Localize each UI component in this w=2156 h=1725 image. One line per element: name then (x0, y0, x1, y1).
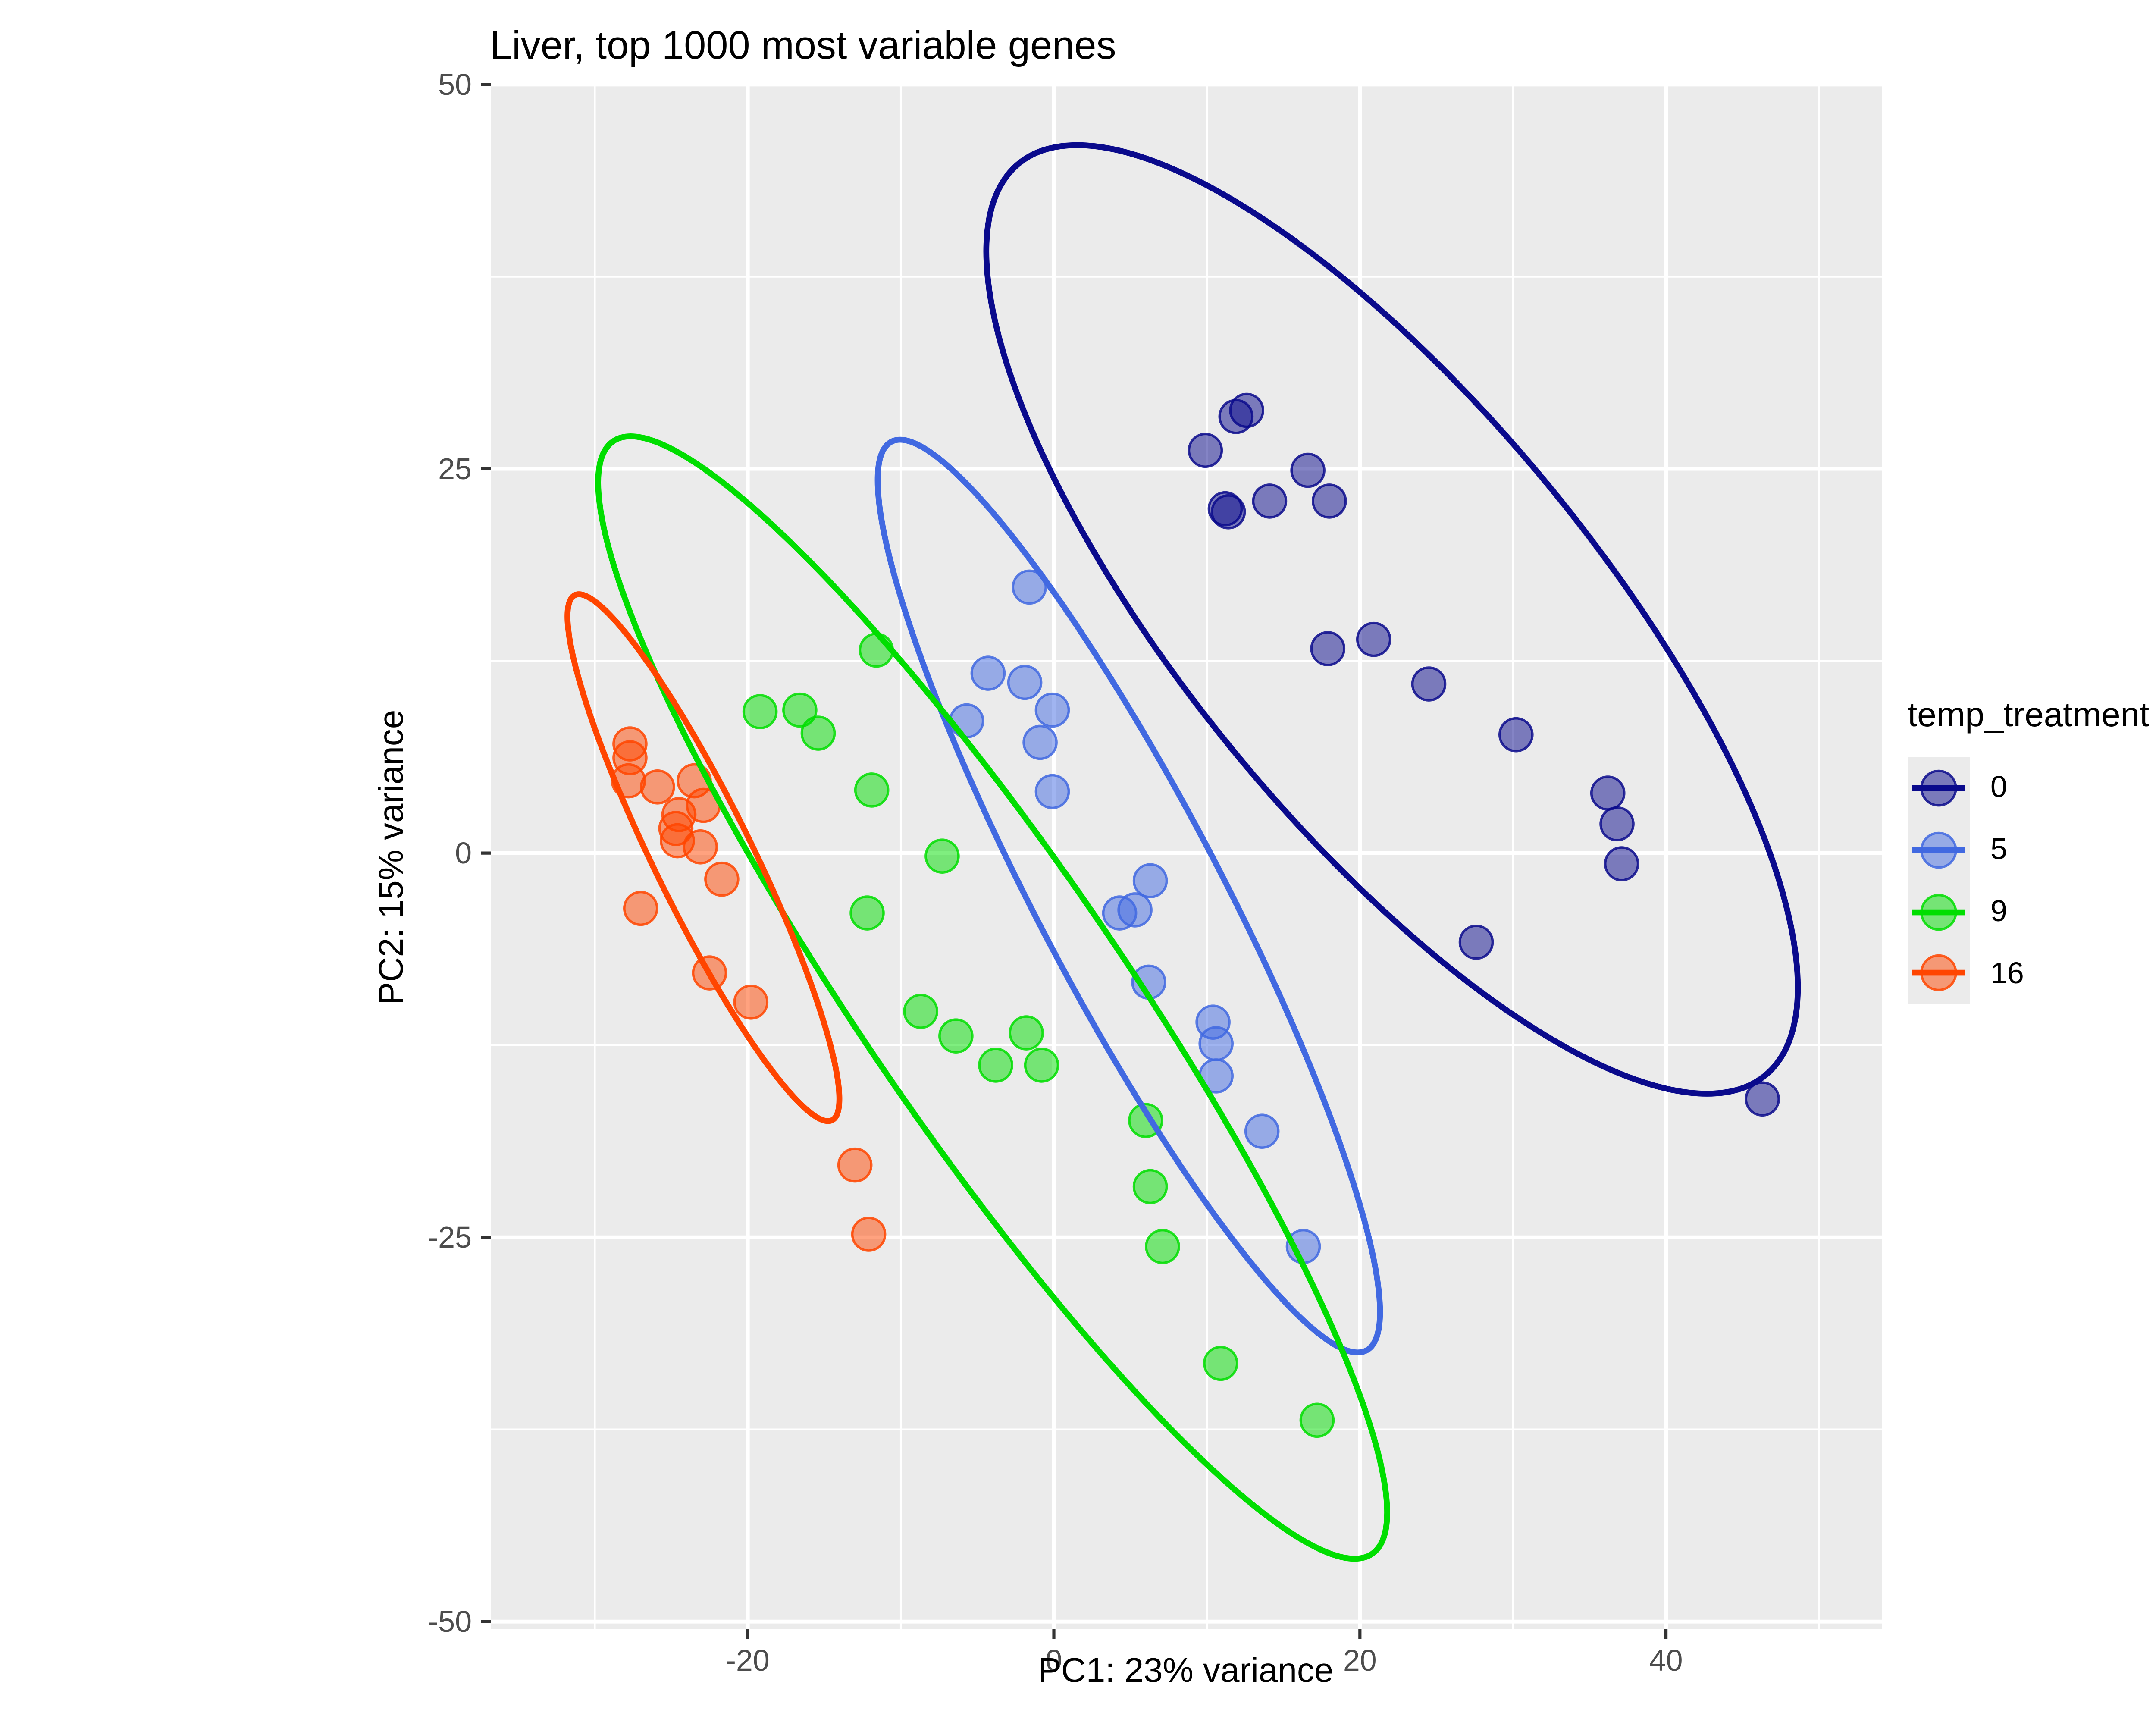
point-temp-16 (837, 1147, 873, 1183)
point-temp-16 (704, 861, 740, 897)
legend-item-9: 9 (1908, 881, 2149, 942)
point-temp-16 (640, 769, 675, 805)
point-temp-0 (1312, 483, 1347, 519)
y-tick-label: 25 (438, 452, 472, 486)
y-tick-label: 0 (455, 836, 472, 870)
point-temp-9 (854, 772, 890, 808)
y-tick-label: -50 (428, 1605, 472, 1638)
point-temp-0 (1188, 433, 1223, 468)
legend-item-label: 0 (1990, 770, 2007, 805)
point-temp-9 (849, 895, 885, 931)
point-temp-0 (1458, 925, 1494, 960)
x-tick-label: 20 (1343, 1643, 1377, 1677)
point-temp-5 (1132, 863, 1168, 899)
plot-title: Liver, top 1000 most variable genes (490, 22, 1116, 67)
point-temp-9 (782, 692, 818, 728)
point-temp-9 (1299, 1402, 1335, 1438)
point-temp-0 (1252, 483, 1288, 519)
point-temp-0 (1599, 806, 1635, 842)
legend-item-16: 16 (1908, 942, 2149, 1004)
point-temp-5 (1007, 665, 1043, 700)
point-temp-16 (683, 829, 718, 865)
point-temp-9 (1203, 1346, 1238, 1381)
legend-key-icon (1908, 819, 1970, 881)
legend-title: temp_treatment (1908, 697, 2150, 735)
y-axis-title: PC2: 15% variance (373, 709, 411, 1005)
plot-panel (491, 85, 1882, 1629)
point-temp-5 (1244, 1113, 1280, 1149)
point-temp-9 (924, 838, 960, 874)
point-temp-0 (1310, 631, 1346, 666)
y-tick-label: -25 (428, 1220, 472, 1254)
point-temp-9 (742, 694, 778, 729)
legend-key-icon (1908, 881, 1970, 942)
point-temp-16 (733, 985, 769, 1020)
legend-key-icon (1908, 942, 1970, 1004)
ellipse-temp-5 (874, 436, 1383, 1355)
point-temp-9 (978, 1048, 1013, 1083)
legend-item-label: 5 (1990, 831, 2007, 866)
ellipse-temp-0 (983, 142, 1801, 1097)
point-temp-0 (1745, 1081, 1780, 1117)
legend-item-5: 5 (1908, 819, 2149, 881)
legend: temp_treatment 0 5 9 16 (1908, 697, 2149, 1004)
point-temp-0 (1290, 452, 1326, 488)
x-tick-label: 0 (1046, 1643, 1062, 1677)
point-temp-9 (800, 715, 836, 751)
point-temp-5 (1034, 774, 1070, 809)
ellipse-temp-9 (595, 433, 1390, 1562)
point-temp-0 (1218, 399, 1254, 434)
x-axis-title: PC1: 23% variance (1038, 1653, 1334, 1690)
legend-item-label: 16 (1990, 955, 2024, 990)
x-tick-label: -20 (726, 1643, 770, 1677)
y-tick-label: 50 (438, 68, 472, 101)
point-temp-0 (1411, 666, 1447, 702)
point-temp-9 (938, 1018, 974, 1054)
point-temp-5 (970, 656, 1006, 691)
point-temp-5 (1117, 892, 1153, 928)
legend-key-icon (1908, 757, 1970, 819)
point-temp-5 (1034, 692, 1070, 728)
point-temp-5 (1198, 1026, 1234, 1061)
point-temp-9 (1145, 1229, 1180, 1264)
point-temp-9 (1009, 1015, 1044, 1051)
point-temp-9 (859, 632, 894, 668)
point-temp-16 (623, 891, 658, 926)
point-temp-9 (903, 994, 939, 1029)
ellipse-temp-16 (564, 591, 843, 1124)
legend-item-label: 9 (1990, 893, 2007, 928)
point-temp-9 (1132, 1169, 1168, 1204)
point-temp-5 (949, 703, 984, 739)
point-temp-0 (1210, 494, 1246, 530)
point-temp-0 (1604, 846, 1639, 881)
point-temp-0 (1498, 717, 1534, 753)
legend-item-0: 0 (1908, 757, 2149, 819)
point-temp-9 (1024, 1048, 1059, 1083)
legend-items: 0 5 9 16 (1908, 757, 2149, 1004)
point-temp-0 (1356, 621, 1391, 657)
point-temp-16 (851, 1217, 887, 1252)
x-tick-label: 40 (1649, 1643, 1683, 1677)
point-temp-5 (1022, 724, 1058, 760)
point-temp-5 (1012, 569, 1047, 605)
point-temp-0 (1590, 775, 1626, 811)
